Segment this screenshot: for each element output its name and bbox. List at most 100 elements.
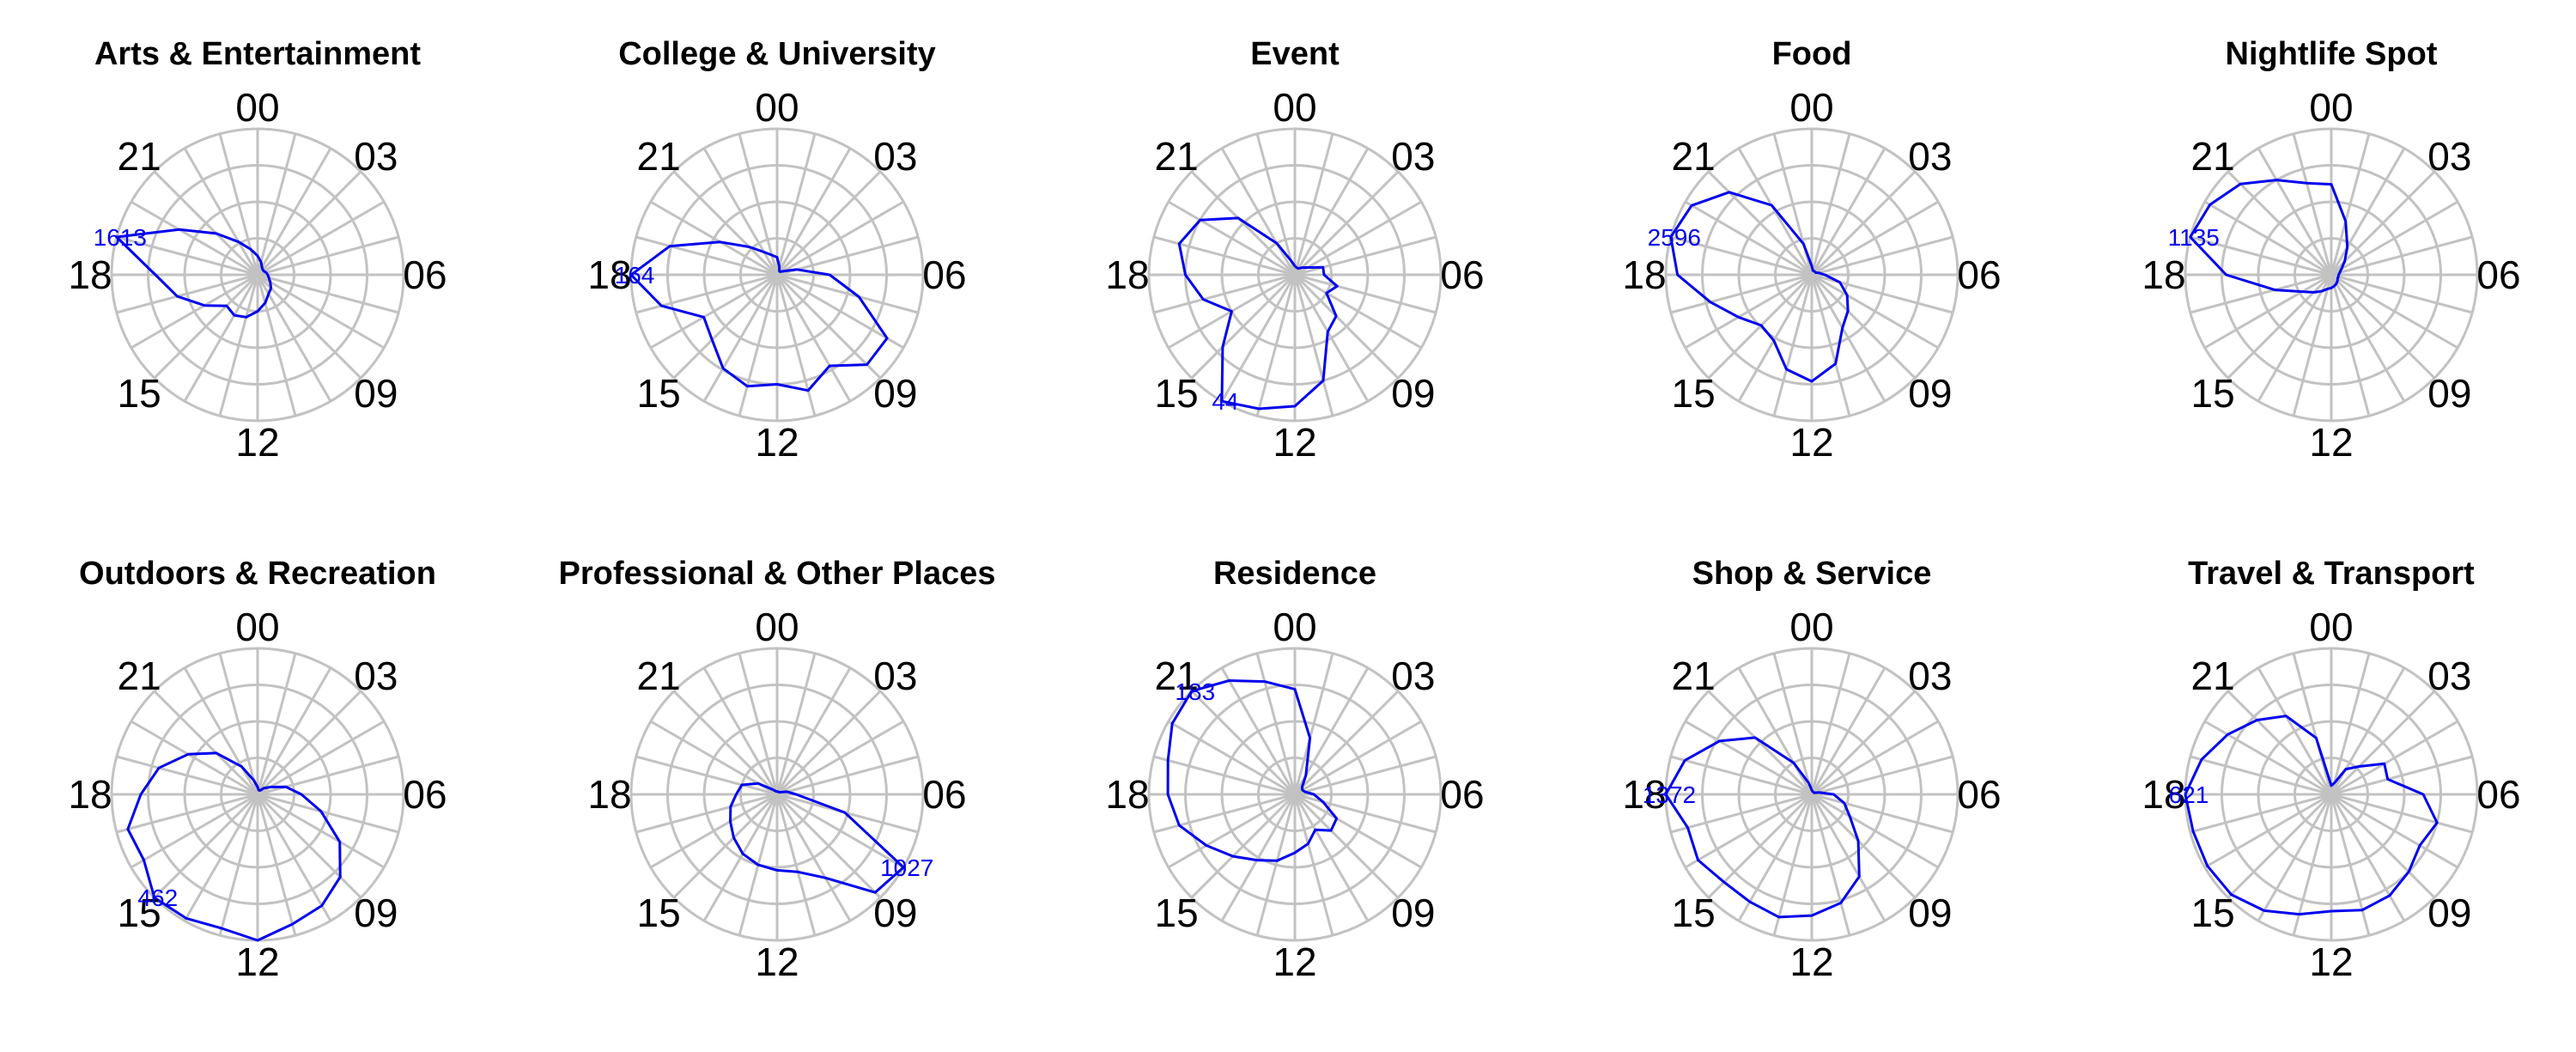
grid-spoke [1255, 794, 1297, 936]
grid-spoke [257, 720, 385, 796]
grid-spoke [775, 667, 852, 795]
radar-panel: Professional & Other Places 00 03 06 09 12 15 1… [519, 537, 1035, 1052]
grid-spoke [2330, 148, 2406, 276]
grid-spoke [2292, 274, 2333, 417]
radar-panel: Residence 00 03 06 09 12 15 18 21 183 [1037, 537, 1552, 1052]
panel-title: Travel & Transport [2188, 556, 2475, 592]
grid-spoke [1811, 720, 1939, 796]
hour-tick-label: 21 [2191, 134, 2235, 179]
hour-tick-label: 18 [1622, 252, 1666, 297]
hour-tick-label: 18 [587, 252, 631, 297]
hour-tick-label: 03 [1908, 134, 1952, 179]
grid-spoke [1220, 274, 1297, 402]
radar-panel: Arts & Entertainment 00 03 06 09 12 15 18 21 1613 [0, 17, 515, 532]
grid-spoke [1190, 273, 1297, 380]
hour-tick-label: 09 [1391, 371, 1435, 416]
grid-spoke [256, 133, 297, 276]
grid-spoke [1168, 720, 1296, 796]
grid-spoke [1293, 794, 1334, 936]
grid-spoke [2190, 755, 2332, 796]
grid-spoke [775, 690, 882, 796]
grid-spoke [1685, 720, 1813, 796]
grid-spoke [2330, 235, 2473, 277]
radar-chart: Event 00 03 06 09 12 15 18 21 44 [1105, 36, 1484, 465]
hour-tick-label: 03 [354, 134, 398, 179]
grid-spoke [256, 148, 332, 276]
grid-spoke [1810, 273, 1917, 380]
grid-spoke [116, 793, 258, 834]
grid-spoke [2292, 133, 2333, 276]
grid-spoke [1670, 755, 1813, 796]
grid-spoke [2330, 133, 2371, 276]
grid-spoke [635, 235, 778, 277]
grid-spoke [256, 274, 332, 402]
series-line [2184, 715, 2439, 916]
grid-spoke [2330, 273, 2458, 350]
radar-chart: Arts & Entertainment 00 03 06 09 12 15 18 21 1613 [68, 36, 447, 465]
hour-tick-label: 18 [68, 772, 112, 817]
radar-chart: Shop & Service 00 03 06 09 12 15 18 21 1372 [1622, 556, 2001, 984]
series-line [1166, 679, 1339, 862]
grid-spoke [776, 273, 919, 314]
hour-tick-label: 09 [1908, 891, 1952, 935]
panel-title: Arts & Entertainment [94, 36, 421, 72]
grid-spoke [1153, 755, 1296, 796]
hour-tick-label: 00 [1273, 605, 1316, 649]
grid-spoke [256, 794, 297, 936]
grid-spoke [1190, 170, 1297, 277]
hour-tick-label: 03 [1908, 654, 1952, 698]
hour-tick-label: 06 [922, 772, 966, 817]
grid-spoke [1255, 274, 1297, 417]
series-line [1177, 216, 1339, 410]
grid-spoke [2330, 274, 2371, 417]
grid-spoke [1811, 793, 1953, 834]
hour-tick-label: 15 [637, 891, 681, 935]
grid-spoke [635, 793, 778, 834]
hour-tick-label: 06 [922, 252, 966, 297]
grid-spoke [775, 794, 852, 921]
hour-tick-label: 00 [1789, 85, 1833, 130]
peak-data-label: 1135 [2168, 224, 2220, 251]
hour-tick-label: 06 [1957, 252, 2001, 297]
hour-tick-label: 12 [1789, 940, 1833, 984]
grid-spoke [1293, 690, 1400, 796]
panel-title: Residence [1213, 556, 1376, 592]
radar-chart: Professional & Other Places 00 03 06 09 12 15 1… [559, 556, 996, 984]
grid-spoke [257, 200, 385, 277]
grid-spoke [1293, 793, 1400, 899]
grid-spoke [183, 794, 259, 921]
hour-tick-label: 15 [1672, 891, 1716, 935]
hour-tick-label: 18 [1622, 772, 1666, 817]
hour-tick-label: 09 [354, 891, 398, 935]
grid-spoke [1293, 133, 1334, 276]
hour-tick-label: 15 [2191, 371, 2235, 416]
radar-chart: College & University 00 03 06 09 12 15 18 21 164 [587, 36, 966, 465]
grid-spoke [256, 170, 362, 277]
hour-tick-label: 15 [118, 891, 161, 935]
peak-data-label: 462 [137, 885, 178, 911]
grid-spoke [1670, 793, 1813, 834]
grid-spoke [1810, 274, 1886, 402]
grid-spoke [776, 793, 919, 834]
grid-spoke [218, 133, 259, 276]
grid-spoke [1737, 274, 1814, 402]
grid-spoke [2330, 170, 2436, 277]
grid-spoke [650, 200, 778, 277]
grid-spoke [775, 653, 817, 795]
hour-tick-label: 18 [2142, 252, 2185, 297]
radar-chart: Food 00 03 06 09 12 15 18 21 2596 [1622, 36, 2001, 465]
grid-spoke [1294, 200, 1422, 277]
grid-spoke [1707, 793, 1814, 899]
grid-spoke [153, 170, 259, 277]
hour-tick-label: 12 [2309, 420, 2353, 465]
grid-spoke [2257, 794, 2333, 921]
series-line [126, 751, 342, 942]
grid-spoke [776, 273, 904, 350]
grid-spoke [1685, 793, 1813, 869]
grid-spoke [1190, 793, 1297, 899]
grid-spoke [775, 133, 817, 276]
grid-spoke [1811, 200, 1939, 277]
hour-tick-label: 18 [68, 252, 112, 297]
panel-title: Outdoors & Recreation [79, 556, 436, 592]
